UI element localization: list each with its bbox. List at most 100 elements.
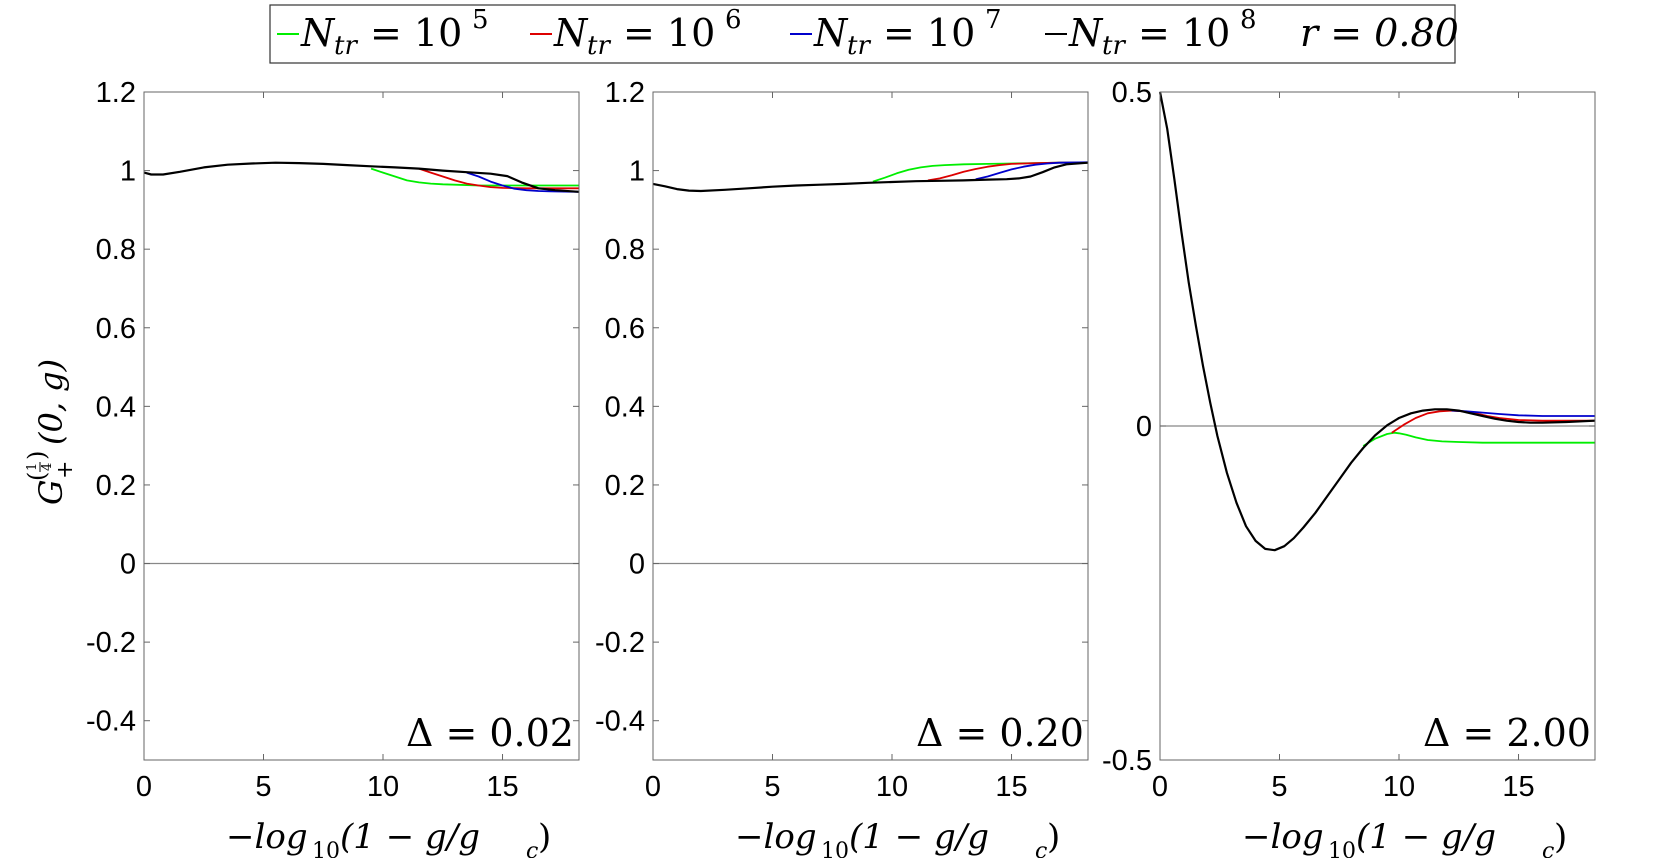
panel-1-y-tick-label-9: 1.2 [96, 77, 136, 109]
panel-2-x-label-close: ) [1047, 817, 1060, 857]
panel-1-x-tick-label-1: 0 [136, 771, 152, 803]
panel-3-y-tick-label-1: -0.5 [1102, 745, 1152, 777]
panel-2-frame [652, 91, 1089, 761]
legend-r-value: r = 0.80 [1300, 11, 1459, 55]
legend-exponent-2: 6 [725, 5, 742, 35]
y-label-frac-denominator: 4 [40, 463, 55, 471]
panel-1-x-label-close: ) [538, 817, 551, 857]
panel-1-series-4-line [143, 161, 580, 193]
panel-3: −log 10 (1 − g/g c ) Δ = 2.00 0 5 10 15 -0.5… [1102, 77, 1596, 858]
panel-1-y-tick-label-2: -0.2 [86, 627, 136, 659]
panel-2-series-4-line [652, 161, 1089, 193]
panel-2-x-label-subscript-c: c [1035, 839, 1047, 858]
panel-1-y-tick-label-5: 0.4 [96, 391, 136, 423]
panel-1-delta-annotation: Δ = 0.02 [406, 711, 574, 755]
legend-symbol-4: N [1068, 11, 1104, 55]
panel-2-x-label-args: (1 − g/g [849, 817, 989, 857]
legend-subscript-2: tr [587, 31, 611, 61]
panel-2-x-tick-label-4: 15 [995, 771, 1027, 803]
panel-1-series-1-line [370, 167, 579, 187]
panel-3-x-label-subscript-c: c [1542, 839, 1554, 858]
legend-exponent-1: 5 [472, 5, 489, 35]
panel-3-x-label-subscript: 10 [1328, 839, 1356, 858]
panel-1-series-3-line [466, 171, 580, 193]
panel-2-delta-annotation: Δ = 0.20 [916, 711, 1084, 755]
panel-2-y-tick-label-4: 0.2 [605, 470, 645, 502]
panel-2-x-label-prefix: −log [735, 817, 817, 857]
panel-2-series-2-line [927, 161, 1088, 182]
legend-equals-2: = 10 [623, 11, 715, 55]
y-label-base: G [32, 479, 70, 505]
legend-entry-1: N tr = 10 5 [277, 5, 489, 61]
panel-2-y-tick-label-3: 0 [629, 549, 645, 581]
panel-1-y-tick-label-7: 0.8 [96, 234, 136, 266]
panel-2-series-3-line [975, 161, 1089, 181]
panel-3-y-tick-label-3: 0.5 [1112, 77, 1152, 109]
legend-entry-4: N tr = 10 8 [1045, 5, 1257, 61]
y-label-subscript: + [53, 461, 78, 479]
y-label-paren-close: ) [23, 451, 51, 460]
legend-entry-2: N tr = 10 6 [530, 5, 742, 61]
panel-1-y-tick-label-8: 1 [120, 156, 136, 188]
panel-1-frame [143, 91, 580, 761]
panel-1-x-label-subscript-c: c [526, 839, 538, 858]
legend-symbol-1: N [300, 11, 336, 55]
panel-2-x-tick-label-3: 10 [876, 771, 908, 803]
panel-1: −log 10 (1 − g/g c ) Δ = 0.02 0 5 10 15-0.4… [86, 77, 580, 858]
panel-2-x-axis-label: −log 10 (1 − g/g c ) [735, 817, 1060, 858]
panel-2-x-tick-label-2: 5 [764, 771, 780, 803]
panel-2-x-tick-label-1: 0 [645, 771, 661, 803]
legend-equals-3: = 10 [883, 11, 975, 55]
panel-2-y-tick-label-9: 1.2 [605, 77, 645, 109]
y-axis-label: G + ( 1 4 ) (0, g) [23, 359, 78, 505]
y-label-paren-open: ( [23, 472, 51, 481]
panel-3-x-axis-label: −log 10 (1 − g/g c ) [1242, 817, 1567, 858]
panel-2-x-label-subscript: 10 [821, 839, 849, 858]
panel-3-x-tick-label-4: 15 [1502, 771, 1534, 803]
legend-symbol-2: N [553, 11, 589, 55]
legend-subscript-1: tr [334, 31, 358, 61]
panel-3-delta-annotation: Δ = 2.00 [1423, 711, 1591, 755]
panel-1-x-label-args: (1 − g/g [340, 817, 480, 857]
panel-1-y-tick-label-1: -0.4 [86, 706, 136, 738]
panel-3-series-4-line [1158, 91, 1596, 552]
panel-2-y-tick-label-8: 1 [629, 156, 645, 188]
panel-3-series-3-line [1451, 409, 1595, 417]
panel-3-x-label-args: (1 − g/g [1356, 817, 1496, 857]
legend-box [269, 4, 1456, 64]
legend-exponent-4: 8 [1240, 5, 1257, 35]
legend-equals-1: = 10 [370, 11, 462, 55]
panel-2-y-tick-label-2: -0.2 [595, 627, 645, 659]
panel-1-x-tick-label-4: 15 [486, 771, 518, 803]
legend-subscript-4: tr [1102, 31, 1126, 61]
y-label-args: (0, g) [32, 359, 70, 445]
legend-subscript-3: tr [847, 31, 871, 61]
panel-1-plot-area [143, 161, 580, 565]
panel-3-x-label-close: ) [1554, 817, 1567, 857]
panel-1-y-tick-label-4: 0.2 [96, 470, 136, 502]
panel-1-x-label-prefix: −log [226, 817, 308, 857]
panel-1-x-tick-label-3: 10 [367, 771, 399, 803]
panel-1-x-label-subscript: 10 [312, 839, 340, 858]
panel-2-y-tick-label-7: 0.8 [605, 234, 645, 266]
panel-3-x-tick-label-3: 10 [1383, 771, 1415, 803]
panel-3-x-tick-label-1: 0 [1152, 771, 1168, 803]
legend-symbol-3: N [813, 11, 849, 55]
panel-3-series-1-line [1362, 431, 1595, 447]
panel-3-y-tick-label-2: 0 [1136, 411, 1152, 443]
panel-2-y-tick-label-1: -0.4 [595, 706, 645, 738]
y-label-frac-numerator: 1 [25, 463, 40, 471]
panel-1-y-tick-label-6: 0.6 [96, 313, 136, 345]
legend-equals-4: = 10 [1138, 11, 1230, 55]
panel-2-y-tick-label-6: 0.6 [605, 313, 645, 345]
legend-exponent-3: 7 [985, 5, 1002, 35]
panel-1-y-tick-label-3: 0 [120, 549, 136, 581]
panel-3-x-tick-label-2: 5 [1271, 771, 1287, 803]
panel-3-plot-area [1158, 91, 1596, 552]
panel-2: −log 10 (1 − g/g c ) Δ = 0.20 0 5 10 15-0.4… [595, 77, 1089, 858]
legend-entry-3: N tr = 10 7 [790, 5, 1002, 61]
panel-2-y-tick-label-5: 0.4 [605, 391, 645, 423]
panel-3-x-label-prefix: −log [1242, 817, 1324, 857]
panel-2-plot-area [652, 161, 1089, 565]
